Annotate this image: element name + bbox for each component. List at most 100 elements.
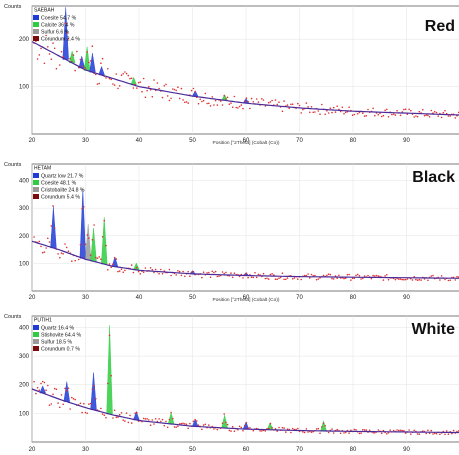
- observed-point: [125, 72, 128, 75]
- observed-point: [233, 95, 236, 98]
- ylabel: Counts: [4, 4, 22, 10]
- observed-point: [314, 274, 316, 277]
- observed-point: [38, 389, 41, 392]
- observed-point: [392, 113, 395, 115]
- observed-point: [151, 419, 154, 421]
- phase-peak: [90, 372, 97, 410]
- observed-point: [62, 403, 64, 406]
- observed-point: [230, 272, 232, 274]
- observed-point: [454, 117, 457, 119]
- observed-point: [67, 38, 70, 40]
- observed-point: [276, 278, 279, 281]
- observed-point: [261, 430, 263, 432]
- observed-point: [351, 277, 354, 280]
- observed-point: [288, 107, 291, 109]
- observed-point: [235, 106, 237, 109]
- observed-point: [374, 275, 376, 277]
- observed-point: [194, 418, 196, 421]
- observed-point: [98, 256, 100, 258]
- observed-point: [259, 430, 261, 432]
- observed-point: [377, 275, 380, 277]
- observed-point: [209, 276, 212, 279]
- observed-point: [331, 111, 333, 114]
- observed-point: [348, 106, 350, 108]
- x-tick-label: 90: [403, 447, 410, 453]
- observed-point: [372, 107, 374, 110]
- observed-point: [365, 429, 368, 431]
- legend-entry: Corundum 2.4 %: [41, 37, 80, 43]
- observed-point: [372, 432, 374, 434]
- observed-point: [252, 101, 255, 103]
- observed-point: [221, 271, 224, 273]
- observed-point: [225, 98, 227, 100]
- observed-point: [452, 429, 455, 432]
- observed-point: [172, 417, 174, 420]
- observed-point: [53, 47, 56, 50]
- observed-point: [408, 429, 410, 431]
- observed-point: [130, 77, 133, 80]
- observed-point: [189, 422, 191, 425]
- observed-point: [355, 274, 357, 277]
- observed-point: [377, 429, 380, 431]
- observed-point: [197, 102, 200, 105]
- x-tick-label: 70: [296, 295, 303, 301]
- y-tick-label: 300: [19, 354, 30, 360]
- observed-point: [79, 244, 82, 246]
- observed-point: [60, 252, 63, 254]
- x-tick-label: 50: [189, 447, 196, 453]
- observed-point: [62, 253, 64, 255]
- observed-point: [285, 431, 287, 433]
- observed-point: [422, 109, 424, 111]
- observed-point: [196, 420, 198, 422]
- observed-point: [433, 110, 436, 113]
- legend-entry: Quartz low 21.7 %: [41, 174, 84, 180]
- observed-point: [88, 61, 90, 64]
- calculated-background: [31, 388, 459, 434]
- observed-point: [213, 428, 215, 430]
- y-tick-label: 300: [19, 206, 30, 212]
- observed-point: [89, 402, 92, 405]
- observed-point: [319, 432, 321, 435]
- sample-id: HETAM: [34, 166, 51, 172]
- observed-point: [36, 58, 39, 60]
- observed-point: [101, 57, 104, 60]
- observed-point: [136, 266, 138, 269]
- observed-point: [161, 418, 164, 421]
- observed-point: [444, 433, 446, 436]
- observed-point: [124, 71, 126, 73]
- observed-point: [231, 425, 234, 428]
- x-tick-label: 20: [29, 447, 36, 453]
- observed-point: [136, 87, 138, 89]
- observed-point: [175, 426, 177, 429]
- observed-point: [142, 77, 145, 80]
- observed-point: [231, 276, 234, 279]
- observed-point: [149, 89, 152, 91]
- observed-point: [178, 270, 181, 273]
- observed-point: [454, 279, 457, 281]
- observed-point: [100, 62, 102, 64]
- observed-point: [124, 269, 126, 272]
- observed-point: [209, 105, 212, 107]
- observed-point: [158, 272, 160, 275]
- observed-point: [276, 103, 279, 106]
- observed-point: [69, 408, 71, 410]
- observed-point: [182, 270, 184, 273]
- observed-point: [428, 116, 431, 118]
- x-tick-label: 30: [82, 138, 89, 144]
- observed-point: [363, 275, 366, 277]
- observed-point: [240, 426, 243, 429]
- observed-point: [187, 270, 189, 273]
- observed-point: [278, 101, 280, 103]
- x-tick-label: 40: [136, 295, 143, 301]
- observed-point: [144, 267, 147, 269]
- observed-point: [81, 411, 83, 414]
- observed-point: [72, 54, 75, 56]
- observed-point: [213, 104, 215, 106]
- panel-title: Red: [425, 18, 455, 35]
- observed-point: [444, 109, 446, 112]
- observed-point: [317, 427, 320, 430]
- observed-point: [290, 431, 292, 434]
- observed-point: [243, 424, 246, 427]
- observed-point: [228, 429, 231, 432]
- observed-point: [110, 266, 112, 269]
